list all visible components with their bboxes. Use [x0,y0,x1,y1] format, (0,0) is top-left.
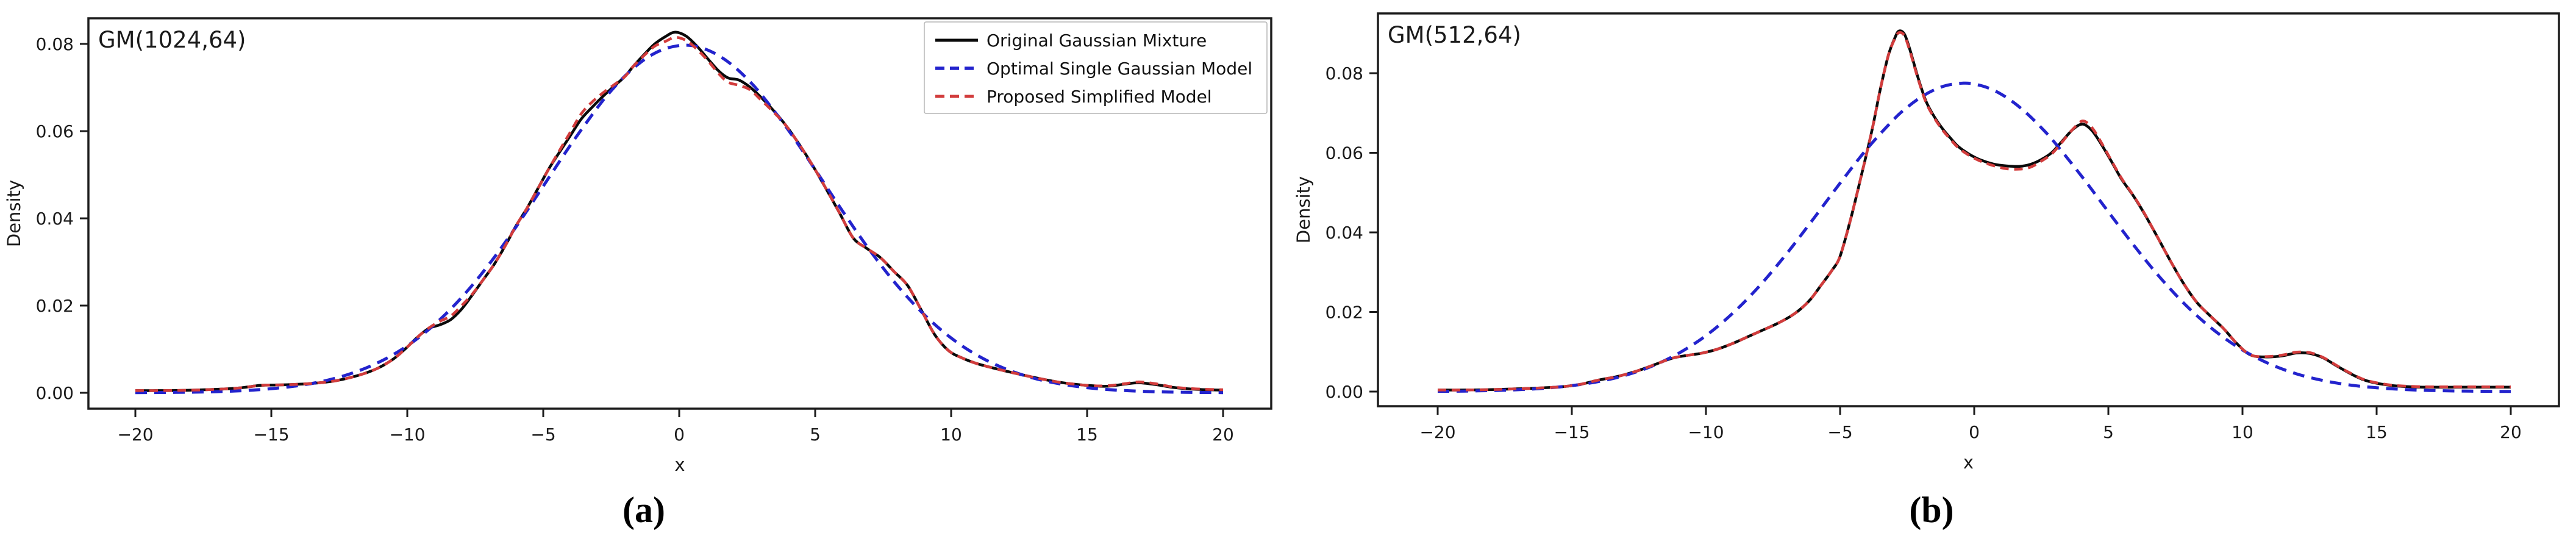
series-proposed [1437,31,2511,392]
y-tick-label: 0.02 [36,296,74,316]
axes-frame [1377,12,2560,407]
caption-b: (b) [1909,490,1954,530]
legend-label: Optimal Single Gaussian Model [987,59,1252,79]
subplot-b: −20 −15 −10 −5 0 5 10 15 20 0.00 0.02 0.04 0.06 0.08 x… [1288,0,2575,552]
legend-label: Proposed Simplified Model [987,87,1212,107]
y-tick-label: 0.04 [1325,223,1363,243]
x-tick-label: −5 [530,425,555,445]
chart-gm-512-64: −20 −15 −10 −5 0 5 10 15 20 0.00 0.02 0.04 0.06 0.08 x… [1293,12,2560,473]
y-axis-label: Density [4,180,24,247]
series-optimal [135,43,1224,395]
y-tick-label: 0.08 [1325,63,1363,84]
subplot-a: −20 −15 −10 −5 0 5 10 15 20 0.00 0.02 0.04 0.06 0.08 x… [4,17,1272,530]
x-axis-label: x [674,454,685,475]
x-tick-label: −5 [1827,422,1852,442]
y-tick-label: 0.06 [36,121,74,142]
caption-a: (a) [623,490,665,530]
y-tick-label: 0.04 [36,209,74,229]
series-original [1437,29,2511,392]
x-tick-label: 15 [2366,422,2388,442]
y-tick-label: 0.08 [36,34,74,54]
x-tick-label: −10 [389,425,425,445]
y-tick-label: 0.06 [1325,143,1363,163]
x-tick-label: −15 [253,425,289,445]
x-tick-label: 20 [2500,422,2522,442]
y-tick-label: 0.02 [1325,303,1363,323]
series-optimal [1437,81,2511,393]
x-axis-label: x [1963,452,1974,473]
x-tick-label: 20 [1212,425,1234,445]
x-tick-label: −10 [1688,422,1724,442]
y-axis-label: Density [1293,176,1314,243]
x-tick-label: 0 [674,425,685,445]
x-tick-label: −20 [1419,422,1455,442]
x-tick-label: −15 [1554,422,1589,442]
series-proposed [135,36,1224,392]
plot-title: GM(512,64) [1388,22,1521,48]
x-tick-label: 5 [2103,422,2114,442]
plot-title: GM(1024,64) [98,27,246,53]
y-tick-label: 0.00 [1325,382,1363,402]
chart-gm-1024-64: −20 −15 −10 −5 0 5 10 15 20 0.00 0.02 0.04 0.06 0.08 x… [4,17,1272,475]
x-tick-label: −20 [117,425,153,445]
y-tick-label: 0.00 [36,383,74,403]
x-tick-label: 10 [2232,422,2253,442]
x-tick-label: 10 [940,425,962,445]
x-tick-label: 5 [810,425,821,445]
legend-box [924,21,1268,114]
x-tick-label: 0 [1969,422,1980,442]
x-tick-label: 15 [1076,425,1098,445]
legend-label: Original Gaussian Mixture [987,30,1207,51]
